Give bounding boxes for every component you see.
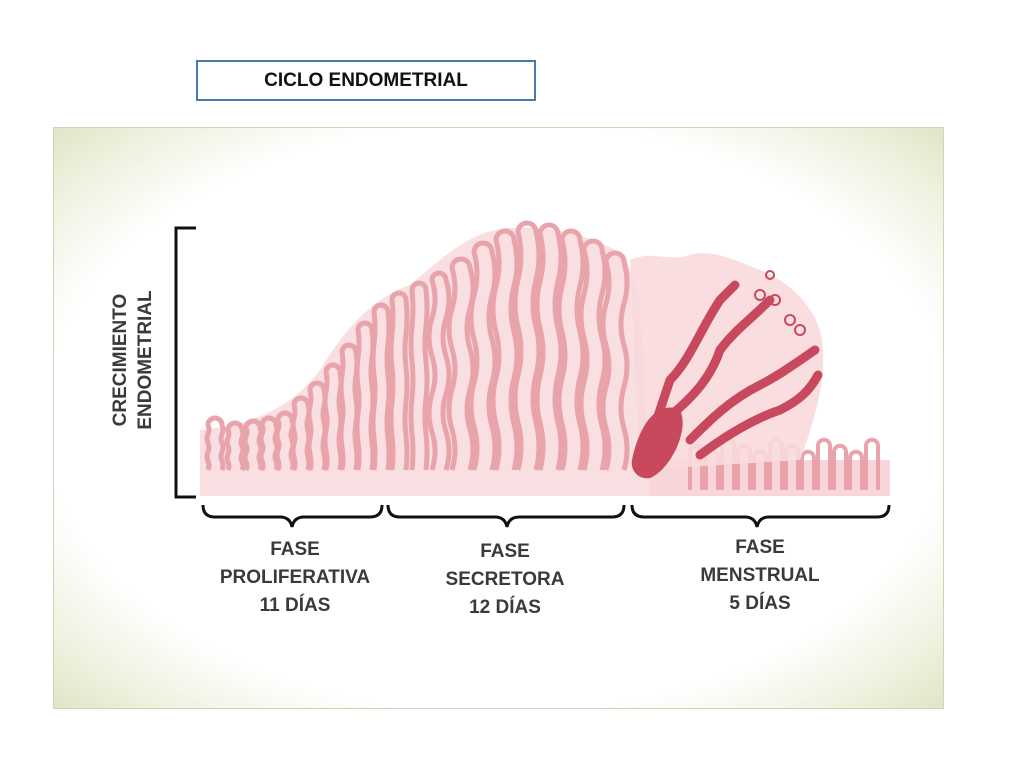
- endometrial-gland: [426, 270, 452, 471]
- phase-secretory: FASE SECRETORA 12 DÍAS: [425, 538, 585, 622]
- phase-proliferative: FASE PROLIFERATIVA 11 DÍAS: [205, 536, 385, 620]
- brace-menstrual: [630, 504, 891, 528]
- y-axis-label: CRECIMIENTO ENDOMETRIAL: [108, 280, 158, 440]
- phase-label-line1: FASE: [480, 541, 530, 562]
- diagram-title: CICLO ENDOMETRIAL: [196, 60, 536, 101]
- phase-label-line2: SECRETORA: [445, 569, 565, 590]
- blood-vessel-network: [635, 280, 823, 475]
- clot-droplet: [769, 294, 781, 306]
- blood-clot: [631, 407, 683, 479]
- endometrial-gland: [370, 302, 392, 471]
- clot-droplet: [765, 270, 775, 280]
- phase-label-line2: MENSTRUAL: [700, 565, 820, 586]
- y-axis-label-line2: ENDOMETRIAL: [135, 290, 156, 430]
- phase-duration: 5 DÍAS: [729, 593, 791, 614]
- phase-duration: 11 DÍAS: [259, 595, 331, 616]
- endometrial-gland: [468, 240, 498, 471]
- endometrial-gland: [204, 415, 226, 472]
- residual-gland: [816, 437, 832, 490]
- residual-gland: [832, 443, 848, 490]
- residual-gland: [864, 437, 880, 490]
- clot-droplet: [794, 324, 806, 336]
- y-axis-label-line1: CRECIMIENTO: [110, 293, 131, 427]
- endometrial-gland: [512, 220, 542, 471]
- endometrial-gland: [388, 290, 410, 471]
- endometrial-gland: [578, 238, 608, 471]
- endometrial-gland: [556, 228, 586, 471]
- growth-axis-bracket: [174, 226, 196, 499]
- residual-gland: [848, 449, 864, 490]
- endometrial-gland: [600, 250, 630, 471]
- clot-droplet: [754, 289, 766, 301]
- endometrial-gland: [408, 280, 430, 471]
- phase-duration: 12 DÍAS: [469, 597, 541, 618]
- clot-droplet: [784, 314, 796, 326]
- phase-label-line2: PROLIFERATIVA: [219, 567, 371, 588]
- endometrial-gland: [534, 222, 564, 471]
- phase-label-line1: FASE: [735, 537, 785, 558]
- phase-menstrual: FASE MENSTRUAL 5 DÍAS: [680, 534, 840, 618]
- phase-label-line1: FASE: [270, 539, 320, 560]
- residual-gland: [800, 449, 816, 490]
- menstrual-shedding: [630, 253, 824, 479]
- brace-proliferative: [201, 504, 384, 528]
- brace-secretory: [386, 504, 626, 528]
- endometrial-gland: [490, 228, 520, 471]
- endometrial-gland: [224, 420, 246, 472]
